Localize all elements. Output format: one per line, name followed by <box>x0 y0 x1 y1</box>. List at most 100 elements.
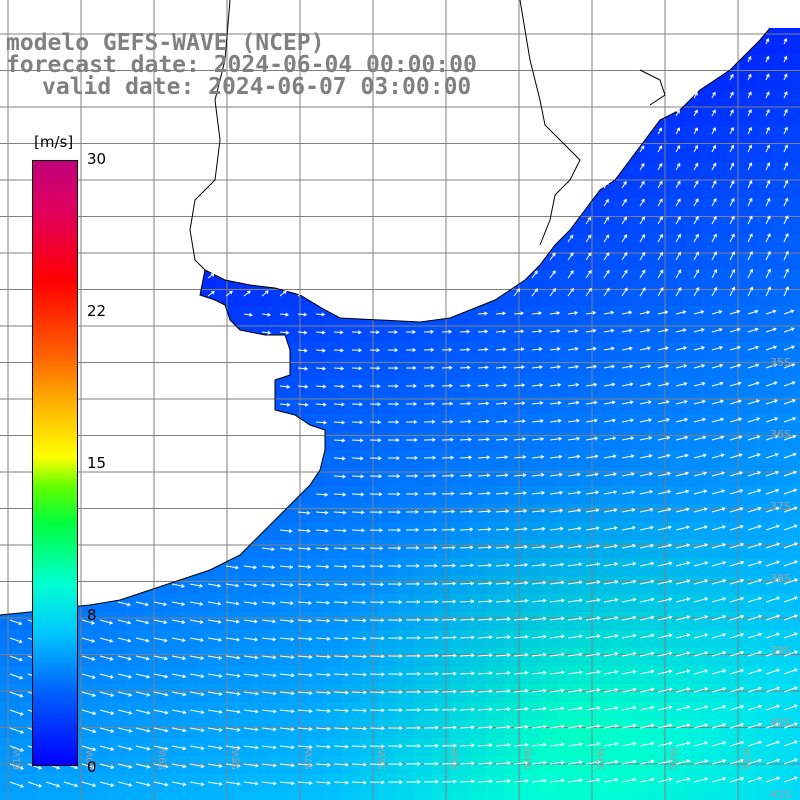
wind-arrow-head <box>686 543 691 548</box>
wind-arrow-head <box>431 419 436 424</box>
wind-arrow-head <box>128 782 133 787</box>
wind-cell <box>342 558 360 576</box>
wind-cell <box>792 630 800 648</box>
wind-cell <box>306 630 324 648</box>
wind-cell <box>612 612 630 630</box>
wind-arrow <box>351 655 367 658</box>
wind-cell <box>306 558 324 576</box>
wind-arrow-head <box>712 127 716 131</box>
wind-cell <box>378 648 396 666</box>
wind-cell <box>612 774 630 792</box>
wind-arrow <box>675 454 688 459</box>
wind-arrow <box>711 234 717 243</box>
wind-arrow-head <box>146 728 151 733</box>
wind-arrow <box>747 417 760 423</box>
wind-cell <box>144 738 162 756</box>
wind-arrow-head <box>664 310 669 315</box>
wind-cell <box>270 612 288 630</box>
wind-cell <box>288 684 306 702</box>
lat-label: 40S <box>770 716 791 729</box>
wind-arrow <box>207 601 221 605</box>
wind-arrow-head <box>704 777 709 781</box>
wind-cell <box>414 378 432 396</box>
wind-arrow-head <box>650 561 655 566</box>
wind-cell <box>756 396 774 414</box>
wind-cell <box>720 252 738 270</box>
wind-arrow-head <box>485 383 490 388</box>
wind-arrow-head <box>775 524 780 529</box>
wind-arrow-head <box>578 616 583 621</box>
wind-arrow <box>459 384 471 387</box>
lat-label: 39S <box>770 644 791 657</box>
wind-arrow <box>315 637 330 640</box>
wind-arrow <box>333 565 347 568</box>
wind-arrow <box>603 329 614 333</box>
wind-arrow-head <box>109 656 114 661</box>
wind-cell <box>504 414 522 432</box>
wind-arrow-head <box>417 689 421 694</box>
wind-arrow-head <box>594 472 599 477</box>
wind-arrow <box>135 673 150 678</box>
wind-arrow-head <box>489 743 493 748</box>
wind-arrow <box>657 760 672 765</box>
wind-cell <box>702 378 720 396</box>
wind-cell <box>324 666 342 684</box>
wind-arrow-head <box>540 472 545 477</box>
wind-arrow <box>351 619 366 622</box>
wind-arrow-head <box>308 619 313 623</box>
wind-arrow <box>513 600 528 603</box>
wind-arrow-head <box>381 726 385 731</box>
wind-arrow-head <box>587 234 592 239</box>
wind-arrow-head <box>339 330 344 335</box>
wind-arrow <box>603 473 617 477</box>
wind-arrow-head <box>469 491 473 496</box>
wind-cell <box>504 720 522 738</box>
wind-cell <box>720 594 738 612</box>
wind-arrow <box>585 509 599 513</box>
wind-cell <box>342 396 360 414</box>
wind-cell <box>738 234 756 252</box>
wind-cell <box>720 684 738 702</box>
wind-arrow <box>99 691 114 697</box>
wind-arrow <box>657 163 663 171</box>
wind-cell <box>414 468 432 486</box>
wind-arrow-head <box>720 453 725 458</box>
wind-cell <box>738 54 756 72</box>
wind-cell <box>432 414 450 432</box>
wind-cell <box>378 666 396 684</box>
wind-arrow-head <box>641 180 645 185</box>
wind-cell <box>792 666 800 684</box>
wind-arrow <box>333 547 347 550</box>
wind-arrow-head <box>303 312 308 317</box>
wind-arrow <box>315 655 330 658</box>
wind-cell <box>486 360 504 378</box>
wind-cell <box>486 630 504 648</box>
wind-arrow <box>549 509 563 513</box>
wind-arrow <box>567 635 582 639</box>
wind-cell <box>450 738 468 756</box>
wind-cell <box>396 684 414 702</box>
wind-cell <box>612 594 630 612</box>
wind-arrow <box>315 745 330 748</box>
wind-cell <box>126 684 144 702</box>
wind-arrow-head <box>650 687 655 692</box>
wind-arrow-head <box>668 597 673 602</box>
wind-arrow <box>693 216 699 225</box>
wind-arrow-head <box>127 620 132 625</box>
wind-arrow <box>513 654 528 657</box>
wind-arrow-head <box>712 144 717 149</box>
wind-arrow-head <box>556 311 561 316</box>
wind-arrow-head <box>737 345 742 350</box>
wind-cell <box>792 198 800 216</box>
wind-arrow-head <box>380 618 385 623</box>
wind-cell <box>666 684 684 702</box>
wind-cell <box>414 666 432 684</box>
wind-cell <box>198 630 216 648</box>
wind-arrow-head <box>666 418 671 422</box>
wind-arrow-head <box>272 745 277 750</box>
wind-arrow-head <box>758 722 763 727</box>
wind-arrow <box>297 763 312 766</box>
wind-arrow <box>513 726 528 729</box>
wind-arrow <box>549 348 560 351</box>
wind-arrow-head <box>695 286 700 291</box>
